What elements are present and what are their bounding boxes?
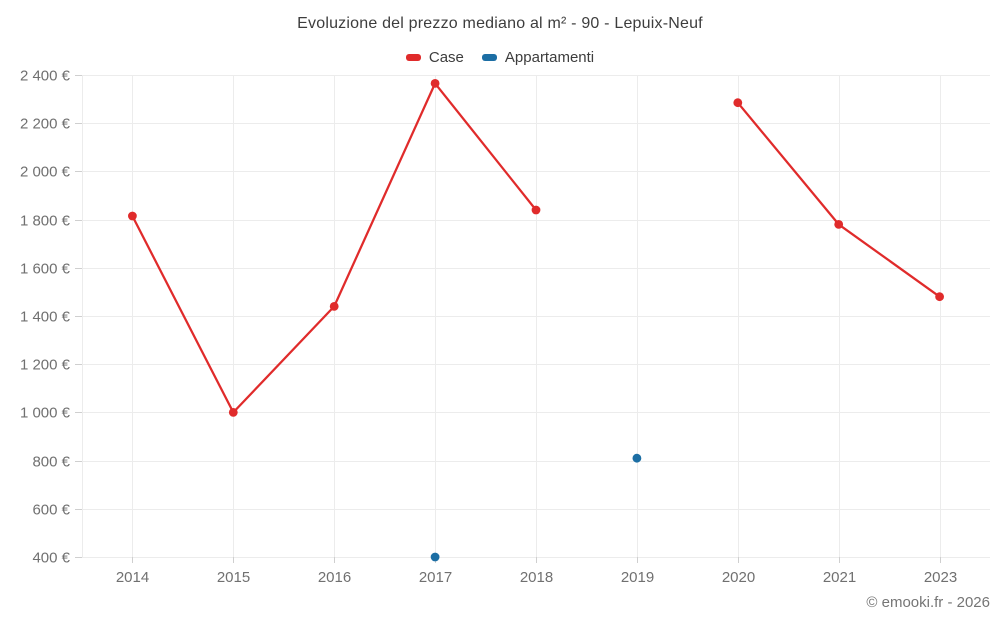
- gridlines: [82, 75, 990, 558]
- y-axis-tick-label: 2 400 €: [20, 68, 71, 85]
- data-point-case-2018[interactable]: [531, 205, 541, 215]
- x-axis-tick-label: 2016: [318, 569, 351, 586]
- y-axis-tick-label: 2 200 €: [20, 116, 71, 133]
- series-appartamenti: [430, 453, 642, 562]
- data-point-case-2014[interactable]: [127, 211, 137, 221]
- legend-label: Appartamenti: [504, 48, 595, 66]
- data-point-appartamenti-2017[interactable]: [430, 552, 440, 562]
- chart-title: Evoluzione del prezzo mediano al m² - 90…: [297, 15, 703, 32]
- axis-labels: 400 € 600 € 800 € 1 000 € 1 200 € 1 400 € 1 60…: [20, 68, 957, 587]
- legend-label: Case: [428, 48, 464, 66]
- y-axis-tick-label: 800 €: [32, 454, 70, 471]
- data-point-appartamenti-2019[interactable]: [632, 453, 642, 463]
- data-point-case-2017[interactable]: [430, 79, 440, 88]
- copyright-text: © emooki.fr - 2026: [866, 594, 990, 611]
- x-axis-tick-label: 2018: [520, 569, 553, 586]
- y-axis-tick-label: 1 400 €: [20, 309, 71, 326]
- y-axis-tick-label: 2 000 €: [20, 164, 71, 181]
- x-axis-tick-label: 2015: [217, 569, 250, 586]
- y-axis-tick-label: 1 600 €: [20, 261, 71, 278]
- y-axis-tick-label: 1 200 €: [20, 357, 71, 374]
- data-point-case-2023[interactable]: [935, 292, 944, 302]
- y-axis-tick-label: 1 800 €: [20, 213, 71, 230]
- y-axis-tick-label: 600 €: [32, 502, 70, 519]
- y-axis-tick-label: 400 €: [32, 550, 70, 567]
- x-axis-tick-label: 2023: [924, 569, 957, 586]
- data-point-case-2021[interactable]: [834, 220, 844, 229]
- data-point-case-2020[interactable]: [733, 98, 743, 108]
- axis-ticks: [75, 75, 941, 563]
- legend-item-case[interactable]: Case: [405, 48, 464, 66]
- x-axis-tick-label: 2019: [621, 569, 654, 586]
- legend-item-appartamenti[interactable]: Appartamenti: [481, 48, 595, 66]
- x-axis-tick-label: 2017: [419, 569, 452, 586]
- x-axis-tick-label: 2021: [823, 569, 856, 586]
- legend-swatch-case: [405, 53, 421, 61]
- x-axis-tick-label: 2020: [722, 569, 755, 586]
- x-axis-tick-label: 2014: [116, 569, 149, 586]
- y-axis-tick-label: 1 000 €: [20, 405, 71, 422]
- legend-swatch-appartamenti: [481, 53, 497, 61]
- series-case: [127, 79, 944, 417]
- chart-legend: Case Appartamenti: [0, 47, 1000, 67]
- data-point-case-2015[interactable]: [228, 408, 238, 417]
- data-point-case-2016[interactable]: [329, 302, 339, 311]
